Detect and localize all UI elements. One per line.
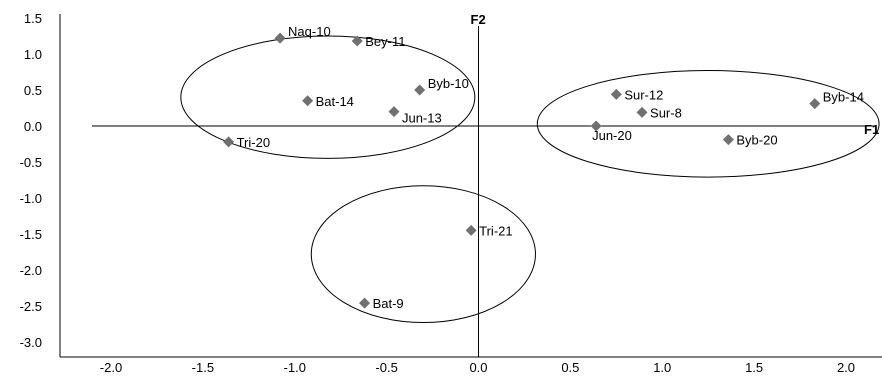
y-tick-label: -2.5 — [20, 299, 42, 314]
point-label-tri-20: Tri-20 — [237, 135, 270, 150]
y-tick-label: -3.0 — [20, 335, 42, 350]
axes — [59, 14, 882, 358]
y-tick-label: 0.5 — [24, 83, 42, 98]
point-label-bat-9: Bat-9 — [373, 296, 404, 311]
y-tick-label: -2.0 — [20, 263, 42, 278]
point-label-sur-8: Sur-8 — [650, 105, 682, 120]
point-label-tri-21: Tri-21 — [479, 223, 512, 238]
y-axis-tick-labels: 1.5 1.0 0.5 0.0 -0.5 -1.0 -1.5 -2.0 -2.5 -3.0 — [20, 11, 42, 350]
point-byb-10 — [414, 84, 426, 96]
point-naq-10 — [274, 32, 286, 44]
x-tick-label: 1.0 — [653, 360, 671, 375]
x-tick-label: -0.5 — [375, 360, 397, 375]
y-axis-title: F2 — [471, 12, 486, 27]
data-point-labels: Naq-10 Bey-11 Byb-10 Bat-14 Jun-13 Tri-20 Sur-… — [237, 24, 864, 311]
cluster-ellipse-3 — [310, 185, 536, 324]
y-tick-label: -1.0 — [20, 191, 42, 206]
x-tick-label: -1.5 — [192, 360, 214, 375]
point-label-bat-14: Bat-14 — [316, 94, 354, 109]
x-tick-label: -1.0 — [284, 360, 306, 375]
point-sur-12 — [610, 88, 622, 100]
point-bat-9 — [359, 297, 371, 309]
y-tick-label: 0.0 — [24, 119, 42, 134]
x-axis-title: F1 — [864, 122, 879, 137]
data-points — [223, 32, 821, 309]
x-tick-label: 2.0 — [837, 360, 855, 375]
point-byb-14 — [809, 98, 821, 110]
point-tri-21 — [465, 224, 477, 236]
x-tick-label: 0.5 — [561, 360, 579, 375]
point-label-bey-11: Bey-11 — [365, 34, 405, 49]
y-tick-label: -0.5 — [20, 155, 42, 170]
point-bat-14 — [302, 95, 314, 107]
x-tick-label: -2.0 — [100, 360, 122, 375]
y-tick-label: -1.5 — [20, 227, 42, 242]
point-label-byb-20: Byb-20 — [736, 133, 777, 148]
point-tri-20 — [223, 136, 235, 148]
point-label-jun-20: Jun-20 — [592, 128, 632, 143]
point-sur-8 — [636, 106, 648, 118]
point-byb-20 — [722, 134, 734, 146]
x-tick-label: 0.0 — [469, 360, 487, 375]
point-jun-13 — [388, 106, 400, 118]
point-bey-11 — [351, 35, 363, 47]
y-tick-label: 1.0 — [24, 47, 42, 62]
point-label-sur-12: Sur-12 — [624, 87, 663, 102]
cluster-ellipse-1 — [180, 35, 476, 159]
point-jun-20 — [590, 120, 602, 132]
cluster-ellipses — [180, 35, 880, 324]
point-label-naq-10: Naq-10 — [288, 24, 331, 39]
x-tick-label: 1.5 — [745, 360, 763, 375]
x-axis-tick-labels: -2.0 -1.5 -1.0 -0.5 0.0 0.5 1.0 1.5 2.0 — [100, 360, 855, 375]
cluster-ellipse-2 — [536, 70, 880, 178]
point-label-byb-14: Byb-14 — [823, 90, 864, 105]
point-label-jun-13: Jun-13 — [402, 111, 442, 126]
point-label-byb-10: Byb-10 — [428, 76, 469, 91]
y-tick-label: 1.5 — [24, 11, 42, 26]
